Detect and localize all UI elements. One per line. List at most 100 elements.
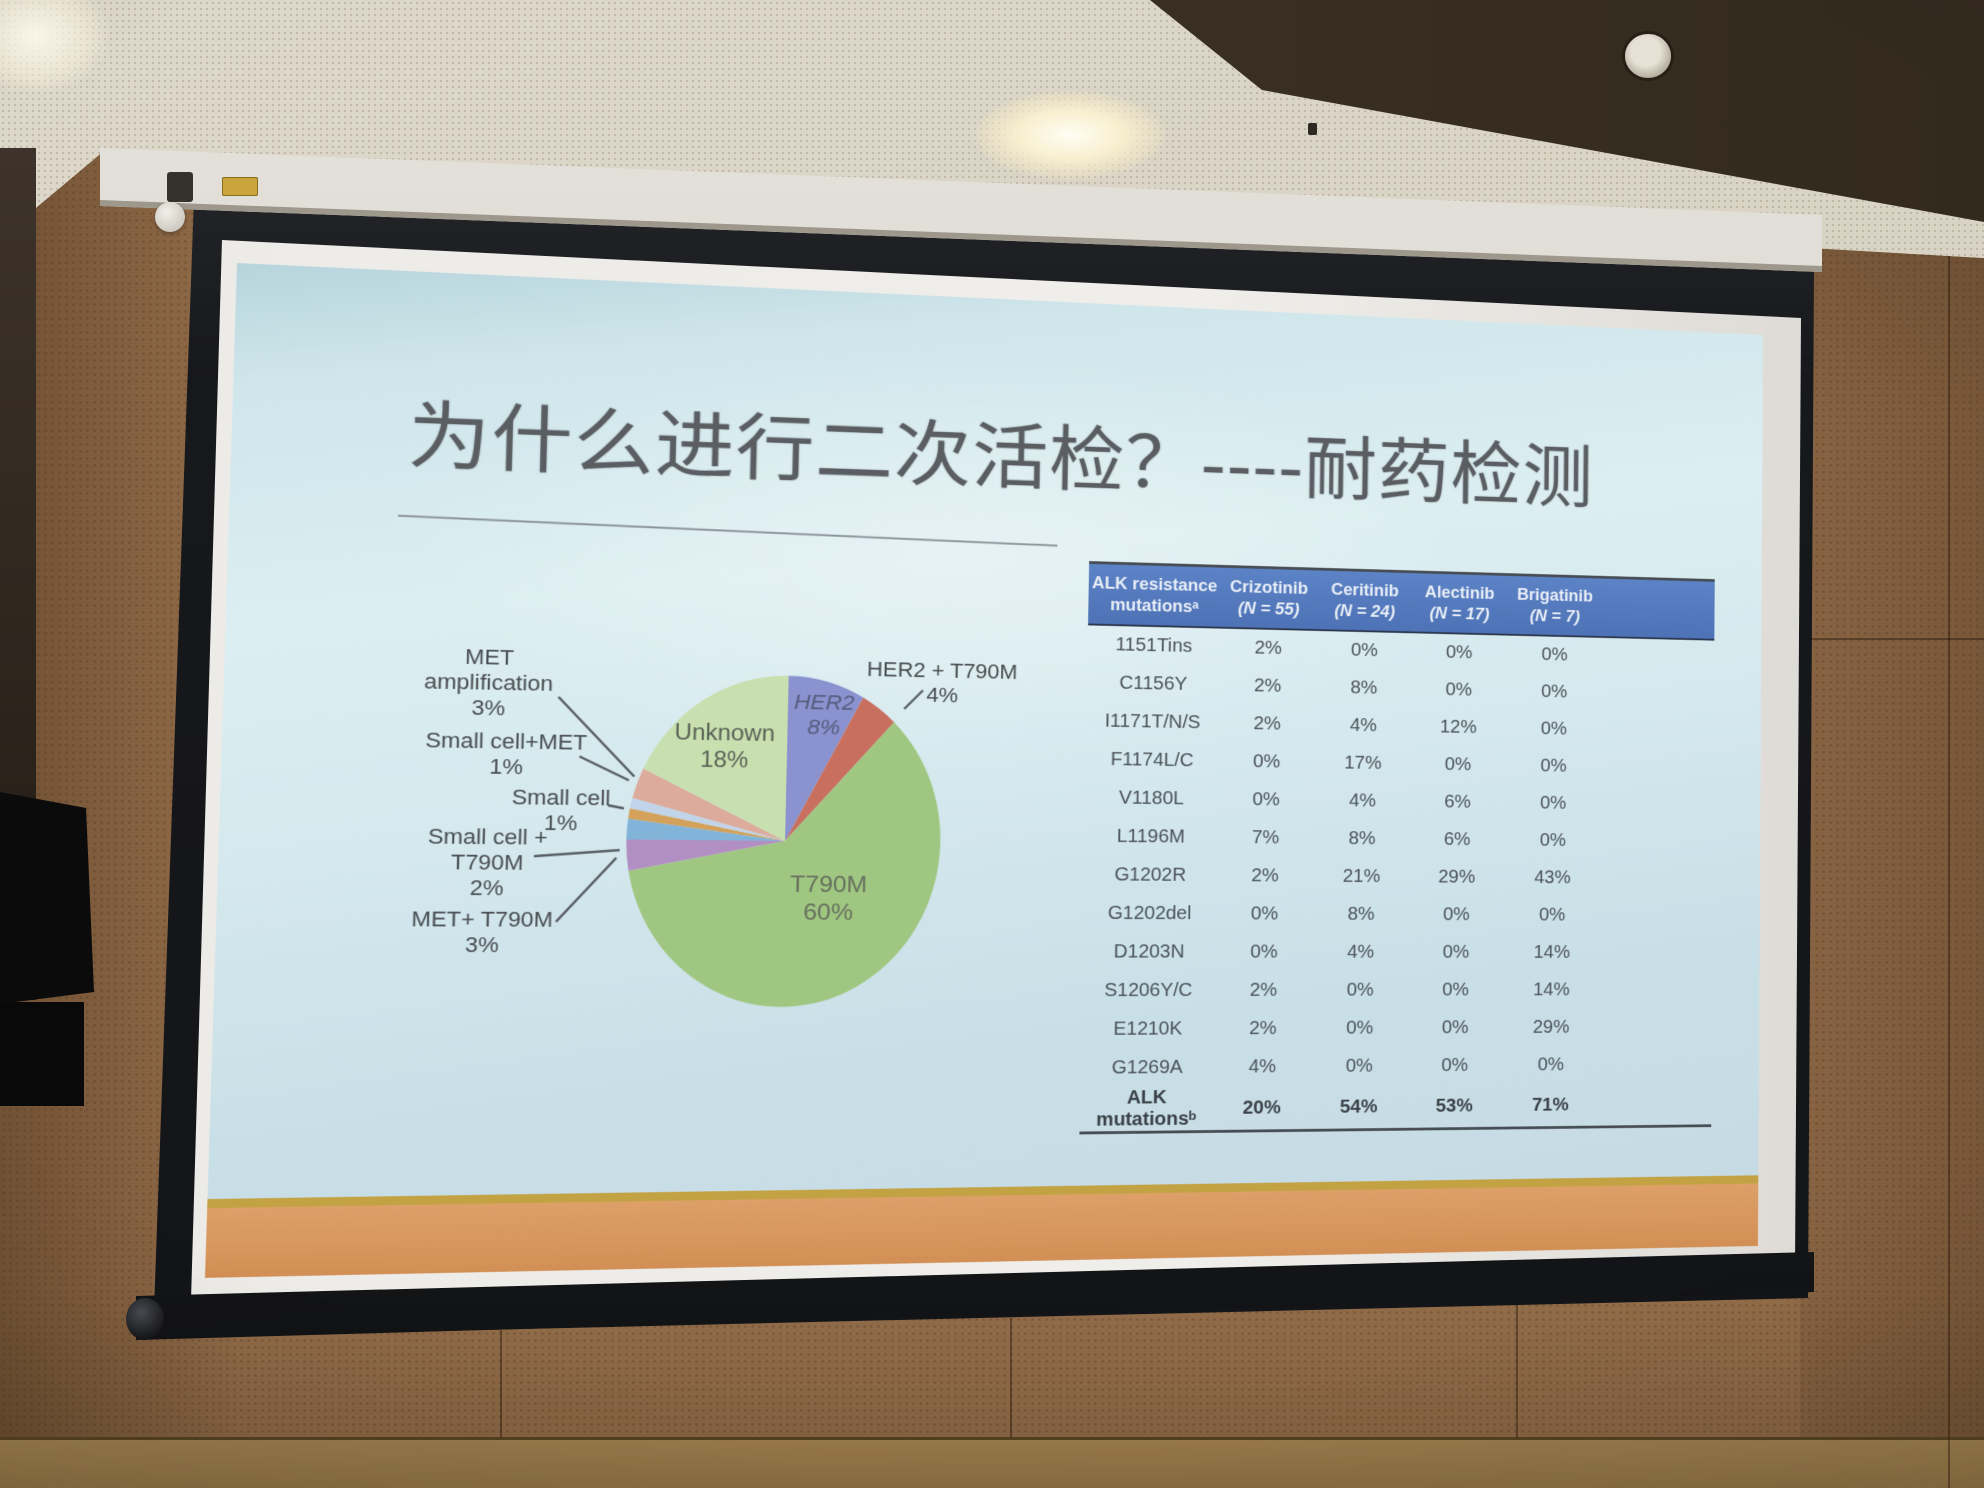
table-cell-filler <box>1600 897 1712 934</box>
table-cell: 14% <box>1533 942 1571 963</box>
pie-slice-small-cell-t790m <box>626 818 786 841</box>
header-line2: (N = 7) <box>1529 606 1580 626</box>
table-cell: 4% <box>1348 790 1377 812</box>
table-header-cell: Brigatinib (N = 7) <box>1506 575 1604 638</box>
header-line2: (N = 24) <box>1334 601 1396 621</box>
table-cell: D1203N <box>1113 941 1185 963</box>
table-cell-filler <box>1599 1009 1712 1047</box>
table-cell: 0% <box>1537 1054 1565 1075</box>
table-cell: S1206Y/C <box>1104 980 1193 1001</box>
pie-label-her2-t790m: HER2 + T790M 4% <box>866 658 1018 708</box>
table-cell: 2% <box>1249 979 1278 1001</box>
table-cell: 29% <box>1532 1017 1570 1038</box>
smoke-detector <box>1625 34 1671 78</box>
table-cell: 0% <box>1442 942 1470 963</box>
pie-slice-met-amplification <box>631 768 787 841</box>
table-cell: 17% <box>1344 752 1382 774</box>
table-header-cell: Ceritinib (N = 24) <box>1316 570 1413 633</box>
table-cell: E1210K <box>1113 1018 1183 1040</box>
table-cell: 0% <box>1345 1055 1373 1077</box>
table-cell: 2% <box>1253 675 1282 697</box>
pie-leader-line <box>608 805 624 808</box>
table-cell: 6% <box>1444 791 1471 813</box>
table-row: E1210K 2% 0% 0% 29% <box>1081 1009 1712 1050</box>
pie-slice-small-cell-met <box>629 797 786 841</box>
table-cell-filler <box>1600 972 1713 1009</box>
table-cell: V1180L <box>1118 787 1185 809</box>
table-cell: G1269A <box>1111 1057 1183 1079</box>
table-cell-filler <box>1601 860 1713 898</box>
table-row: G1202R 2% 21% 29% 43% <box>1083 856 1712 898</box>
table-cell: 2% <box>1251 865 1279 887</box>
header-line1: Ceritinib <box>1330 580 1399 601</box>
table-cell-filler <box>1602 637 1714 677</box>
table-cell: 0% <box>1441 1017 1469 1038</box>
table-header-cell: Alectinib (N = 17) <box>1412 573 1507 635</box>
table-row: ALK mutationsᵇ 20% 54% 53% 71% <box>1079 1083 1711 1132</box>
table-cell: 0% <box>1540 718 1568 740</box>
table-cell: G1202del <box>1107 902 1192 924</box>
table-cell-filler <box>1601 786 1713 824</box>
table-cell-filler <box>1602 749 1714 788</box>
table-cell: 0% <box>1539 830 1567 851</box>
table-cell: 29% <box>1438 866 1476 888</box>
table-cell: C1156Y <box>1119 672 1188 695</box>
table-cell: 0% <box>1540 681 1568 703</box>
table-cell: 8% <box>1350 677 1378 699</box>
pie-slice-met-t790m <box>625 839 786 872</box>
pie-label-met-amp: MET amplification 3% <box>423 645 554 721</box>
table-cell: 2% <box>1253 713 1281 735</box>
table-cell-filler <box>1602 712 1714 751</box>
table-row: V1180L 0% 4% 6% 0% <box>1085 779 1714 824</box>
table-cell: 0% <box>1540 755 1567 777</box>
table-cell: 0% <box>1346 979 1374 1001</box>
table-cell: 0% <box>1442 979 1469 1001</box>
table-header-filler <box>1602 578 1715 640</box>
table-cell: 14% <box>1533 979 1570 1000</box>
wall-panel-seam <box>1810 638 1984 640</box>
table-cell-filler <box>1600 934 1712 971</box>
table-cell: 54% <box>1339 1096 1378 1117</box>
table-cell: 2% <box>1248 1018 1277 1039</box>
table-cell: 0% <box>1444 754 1472 775</box>
table-cell: 12% <box>1439 716 1477 738</box>
ceiling-light <box>940 75 1200 195</box>
pie-label-sc-t790m: Small cell + T790M 2% <box>427 825 548 900</box>
table-cell: 43% <box>1534 867 1571 888</box>
table-cell: 6% <box>1443 829 1471 850</box>
pie-leader-line <box>556 857 616 922</box>
alk-mutation-table-grid: ALK resistance mutationsᵃ Crizotinib (N = 5… <box>1079 563 1715 1132</box>
table-cell: 4% <box>1349 715 1377 736</box>
table-cell: 0% <box>1541 644 1568 666</box>
header-line2: (N = 17) <box>1429 603 1490 624</box>
table-cell: L1196M <box>1116 826 1186 848</box>
wall-panel-seam <box>1010 1318 1012 1438</box>
table-row: D1203N 0% 4% 0% 14% <box>1082 933 1712 972</box>
table-cell: 0% <box>1252 789 1280 811</box>
table-cell: 0% <box>1445 679 1473 701</box>
warning-label <box>222 177 258 196</box>
table-row: L1196M 7% 8% 6% 0% <box>1084 817 1713 861</box>
presentation-slide: 为什么进行二次活检？----耐药检测 Unknown 18% HER2 8% T79… <box>204 263 1764 1278</box>
pie-label-sc-met: Small cell+MET 1% <box>425 728 588 779</box>
table-row: G1202del 0% 8% 0% 0% <box>1083 894 1713 934</box>
wall-panel-seam <box>1948 205 1950 1488</box>
table-cell-filler <box>1599 1083 1712 1126</box>
pie-label-her2: HER2 8% <box>793 689 855 740</box>
table-cell-filler <box>1602 675 1714 714</box>
floor <box>0 1437 1984 1488</box>
table-cell: 8% <box>1347 904 1375 925</box>
table-cell: I1171T/N/S <box>1104 710 1201 733</box>
table-header-cell: ALK resistance mutationsᵃ <box>1088 563 1221 628</box>
table-header-cell: Crizotinib (N = 55) <box>1219 567 1318 631</box>
table-cell: 0% <box>1350 640 1378 661</box>
table-cell: 0% <box>1345 1017 1374 1039</box>
pie-slice-small-cell <box>627 808 786 841</box>
header-line1: ALK resistance <box>1091 573 1218 596</box>
table-cell: 7% <box>1251 827 1280 849</box>
table-cell: 4% <box>1248 1056 1277 1078</box>
table-cell-filler <box>1601 823 1713 861</box>
